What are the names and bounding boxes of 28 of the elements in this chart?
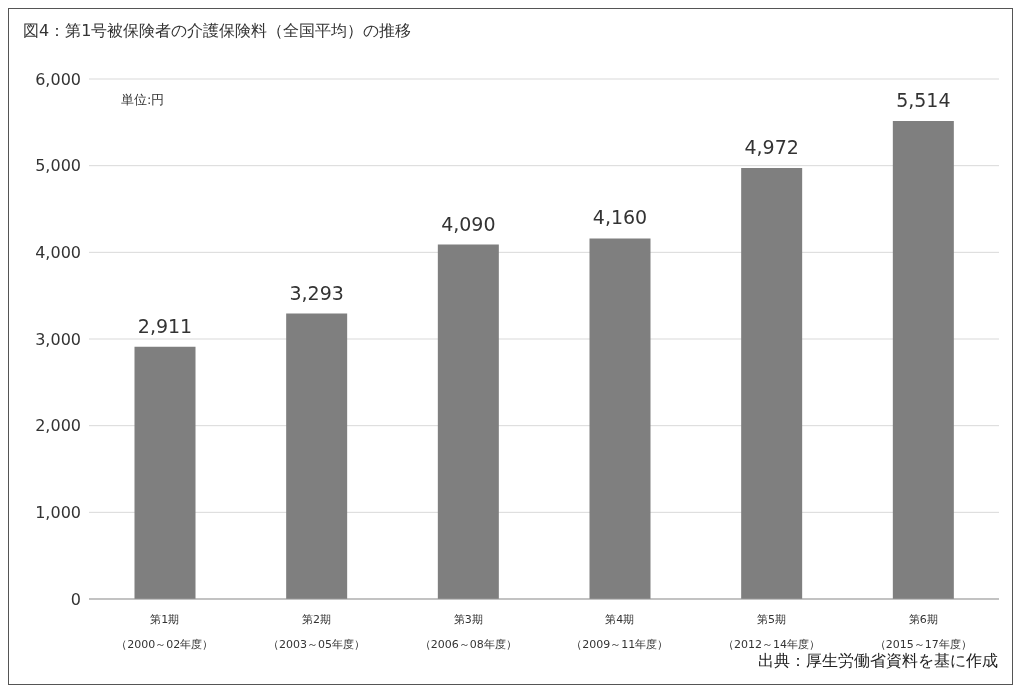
- x-tick-label: 第4期（2009～11年度）: [571, 613, 669, 651]
- data-label: 4,160: [592, 206, 648, 229]
- bar: [134, 346, 196, 599]
- y-tick-label: 5,000: [35, 156, 81, 176]
- x-tick-label: 第1期（2000～02年度）: [116, 613, 214, 651]
- x-tick-label: 第2期（2003～05年度）: [268, 613, 365, 651]
- source-note: 出典：厚生労働省資料を基に作成: [758, 651, 998, 672]
- data-label: 4,972: [744, 136, 799, 159]
- data-label: 3,293: [289, 281, 344, 304]
- y-tick-label: 3,000: [35, 329, 81, 349]
- annotation: 単位:円: [121, 91, 165, 109]
- data-label: 2,911: [137, 314, 193, 337]
- bar: [892, 121, 954, 599]
- bar: [437, 244, 499, 599]
- data-label: 4,090: [441, 212, 496, 235]
- y-tick-label: 2,000: [35, 416, 81, 436]
- x-tick-label: 第6期（2015～17年度）: [874, 613, 972, 651]
- bar: [589, 238, 651, 599]
- bar: [286, 313, 348, 599]
- y-tick-label: 1,000: [35, 503, 81, 523]
- bar: [741, 168, 803, 599]
- x-tick-label: 第3期（2006～08年度）: [419, 613, 517, 651]
- x-tick-label: 第5期（2012～14年度）: [723, 613, 820, 651]
- chart-title: 図4：第1号被保険者の介護保険料（全国平均）の推移: [23, 21, 412, 42]
- y-tick-label: 4,000: [35, 243, 81, 263]
- y-tick-label: 0: [70, 589, 81, 609]
- data-label: 5,514: [896, 89, 951, 112]
- y-tick-label: 6,000: [35, 69, 81, 89]
